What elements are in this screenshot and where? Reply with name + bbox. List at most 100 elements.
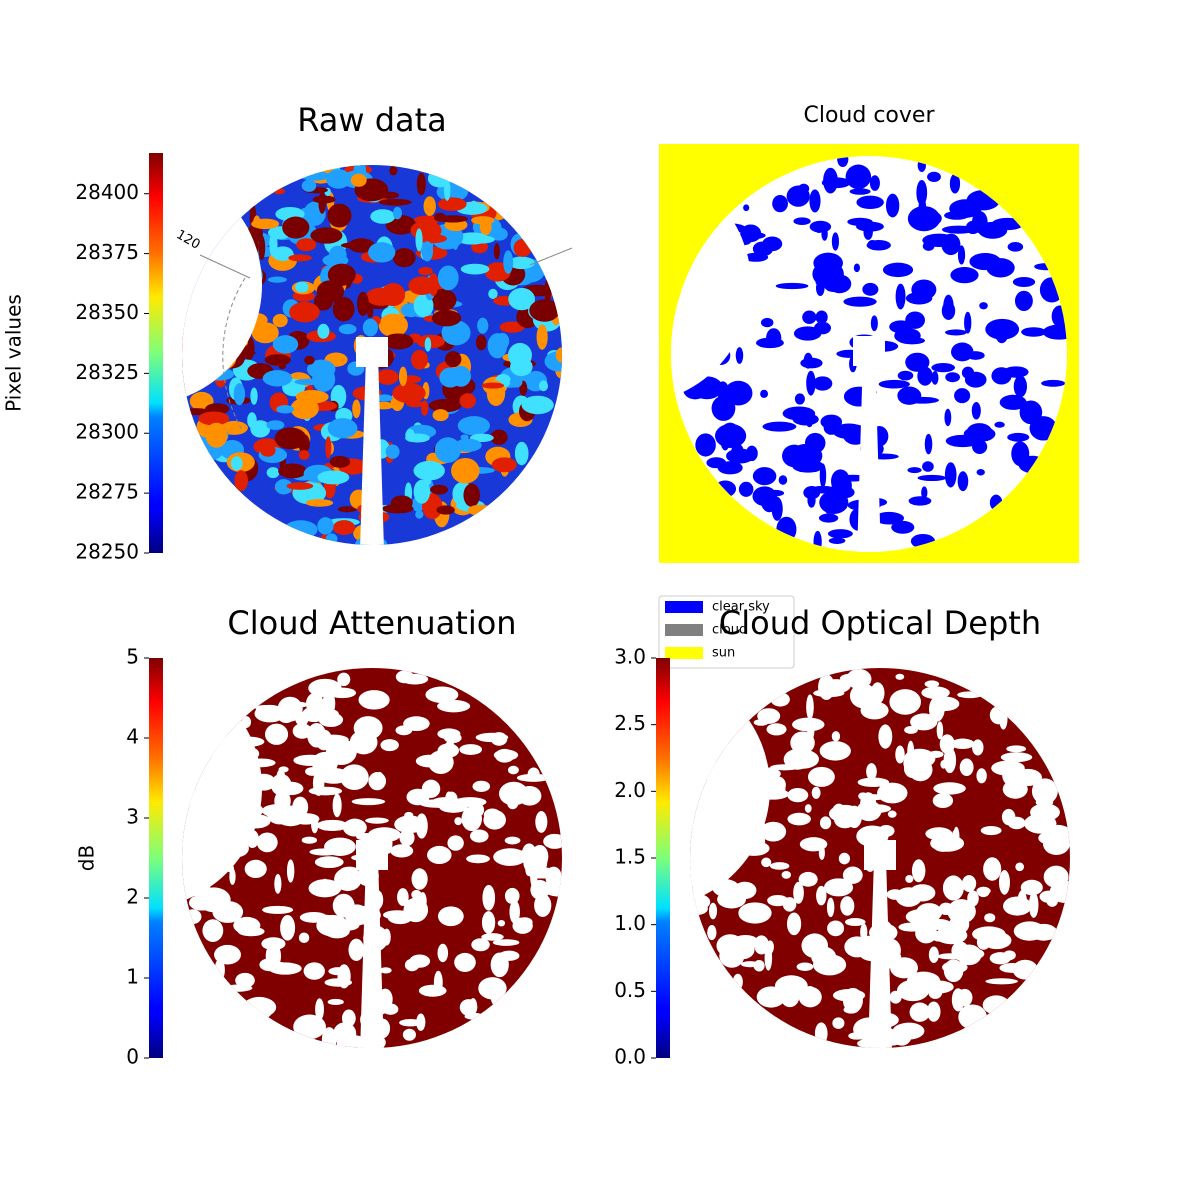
texture <box>328 967 349 976</box>
texture <box>766 723 787 736</box>
texture <box>310 227 343 244</box>
texture <box>991 367 1012 385</box>
texture <box>324 837 356 856</box>
texture <box>860 804 892 814</box>
texture <box>735 347 744 364</box>
colorbar <box>149 658 163 1058</box>
texture <box>831 232 840 251</box>
texture <box>966 423 992 440</box>
texture <box>296 238 317 252</box>
texture <box>846 668 872 690</box>
texture <box>972 739 984 756</box>
texture <box>403 897 429 923</box>
texture <box>792 717 825 732</box>
texture <box>513 238 532 257</box>
texture <box>809 220 832 233</box>
texture <box>1007 432 1030 442</box>
texture <box>256 832 278 853</box>
texture <box>408 276 436 295</box>
texture <box>233 916 261 935</box>
texture <box>325 533 338 545</box>
texture <box>378 313 408 337</box>
texture <box>437 906 464 927</box>
texture <box>1042 324 1067 340</box>
texture <box>1007 242 1024 252</box>
texture <box>338 323 357 335</box>
texture <box>471 216 495 225</box>
texture <box>1028 891 1039 918</box>
colorbar-label: dB <box>75 845 99 871</box>
texture <box>976 768 987 784</box>
texture <box>555 347 562 363</box>
legend-label: clear sky <box>712 600 770 615</box>
texture <box>428 398 462 413</box>
texture <box>499 321 525 333</box>
texture <box>1043 865 1069 888</box>
texture <box>942 875 964 901</box>
texture <box>908 496 932 506</box>
texture <box>853 263 861 273</box>
texture <box>866 763 877 781</box>
sky-image <box>182 668 562 1048</box>
texture <box>964 311 972 334</box>
texture <box>739 231 766 240</box>
texture <box>327 998 344 1006</box>
texture <box>832 423 866 439</box>
texture <box>957 471 969 492</box>
texture <box>397 888 409 906</box>
texture <box>406 788 430 806</box>
legend-label: cloud <box>712 623 747 638</box>
texture <box>787 787 809 803</box>
texture <box>1038 831 1065 845</box>
texture <box>843 1005 859 1014</box>
texture <box>351 798 386 806</box>
texture <box>341 1009 356 1027</box>
texture <box>267 276 287 283</box>
texture <box>318 192 326 214</box>
texture <box>454 952 476 972</box>
texture <box>814 1022 828 1045</box>
texture <box>544 278 552 304</box>
texture <box>276 769 286 783</box>
texture <box>307 722 327 748</box>
texture <box>491 457 517 473</box>
texture <box>303 962 325 980</box>
colorbar <box>656 658 670 1058</box>
texture <box>924 680 940 688</box>
texture <box>509 376 523 388</box>
texture <box>433 970 443 995</box>
texture <box>927 171 941 182</box>
texture <box>392 206 402 220</box>
texture <box>1012 276 1036 288</box>
texture <box>815 310 828 324</box>
texture <box>897 370 914 381</box>
texture <box>418 266 433 276</box>
texture <box>957 245 966 265</box>
texture <box>1006 745 1027 753</box>
texture <box>760 317 774 328</box>
texture <box>411 868 428 890</box>
texture <box>493 848 527 866</box>
texture <box>378 198 412 206</box>
texture <box>915 923 938 944</box>
texture <box>838 852 851 865</box>
colorbar-tick-label: 28325 <box>75 360 139 384</box>
texture <box>530 879 550 900</box>
texture <box>432 409 449 422</box>
texture <box>334 867 362 892</box>
texture <box>969 253 1001 271</box>
texture <box>264 354 291 366</box>
texture <box>931 362 956 373</box>
texture <box>382 503 414 514</box>
texture <box>368 772 387 791</box>
texture <box>905 889 919 902</box>
texture <box>882 262 914 278</box>
texture <box>1024 813 1057 834</box>
texture <box>429 288 457 312</box>
texture <box>807 766 835 787</box>
colorbar-tick-label: 1.0 <box>614 911 646 935</box>
texture <box>444 741 455 755</box>
texture <box>301 179 317 192</box>
texture <box>316 280 345 303</box>
texture <box>924 433 933 455</box>
